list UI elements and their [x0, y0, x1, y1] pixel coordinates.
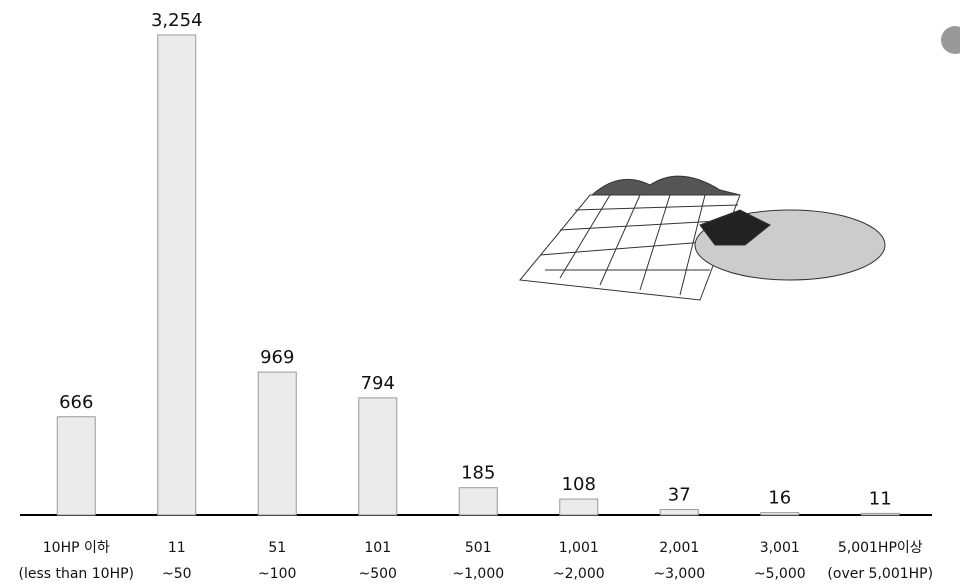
bar	[358, 397, 398, 516]
value-label: 108	[562, 474, 596, 495]
x-tick-label: ~1,000	[452, 566, 504, 582]
value-label: 11	[869, 488, 892, 509]
x-tick-label: ~50	[162, 566, 192, 582]
x-tick-label: 3,001	[760, 540, 800, 556]
x-tick-label: 1,001	[559, 540, 599, 556]
bar	[659, 509, 699, 516]
bar	[860, 512, 900, 516]
value-label: 37	[668, 485, 691, 506]
x-tick-label: 11	[168, 540, 186, 556]
bar	[559, 498, 599, 516]
value-label: 794	[361, 373, 395, 394]
x-tick-label: 51	[268, 540, 286, 556]
value-label: 185	[461, 463, 495, 484]
bar	[458, 487, 498, 516]
bar	[257, 371, 297, 516]
illustration	[519, 175, 886, 301]
x-tick-label: ~5,000	[754, 566, 806, 582]
x-tick-label: ~100	[258, 566, 296, 582]
value-label: 969	[260, 347, 294, 368]
x-tick-label: (over 5,001HP)	[827, 566, 933, 582]
bar	[760, 512, 800, 516]
x-tick-label: 101	[364, 540, 391, 556]
value-label: 16	[768, 488, 791, 509]
x-tick-label: 501	[465, 540, 492, 556]
x-tick-label: 5,001HP이상	[838, 540, 923, 556]
x-tick-label: 10HP 이하	[43, 540, 110, 556]
x-tick-label: ~3,000	[653, 566, 705, 582]
x-tick-label: (less than 10HP)	[18, 566, 134, 582]
bar	[56, 416, 96, 516]
logo	[941, 26, 960, 54]
x-tick-label: 2,001	[659, 540, 699, 556]
value-label: 666	[59, 392, 93, 413]
x-tick-label: ~500	[359, 566, 397, 582]
x-tick-label: ~2,000	[553, 566, 605, 582]
value-label: 3,254	[151, 10, 203, 31]
bar	[157, 34, 197, 516]
